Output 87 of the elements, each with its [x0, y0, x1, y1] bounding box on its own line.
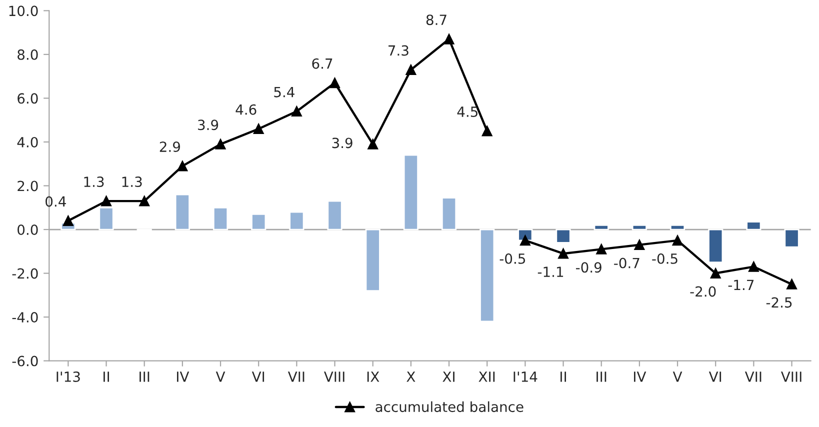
data-label: -1.7 — [728, 280, 754, 290]
data-label: 4.5 — [457, 106, 478, 118]
bar — [784, 228, 800, 248]
x-tick-label: VII — [744, 372, 762, 382]
point — [253, 124, 264, 134]
x-tick-label: V — [216, 372, 226, 382]
data-label: 6.7 — [312, 58, 332, 69]
bar — [632, 224, 647, 230]
bar — [480, 228, 495, 322]
point — [558, 248, 568, 259]
x-tick-label: XI — [442, 372, 454, 382]
data-label: -0.9 — [576, 262, 602, 273]
point — [596, 244, 607, 254]
y-tick-label: 6.0 — [18, 93, 38, 104]
y-tick-label: 8.0 — [18, 49, 38, 60]
y-tick-label: -2.0 — [12, 268, 38, 279]
data-label: 3.9 — [198, 120, 218, 130]
legend-label: accumulated balance — [376, 401, 524, 412]
x-tick-label: XII — [478, 372, 495, 382]
y-tick-label: 10.0 — [9, 6, 38, 16]
x-tick-label: I'13 — [56, 371, 80, 382]
point — [291, 106, 302, 117]
bar — [670, 224, 686, 230]
x-tick-label: VI — [252, 372, 264, 382]
point — [520, 235, 530, 246]
data-label: 5.4 — [274, 86, 294, 98]
point — [330, 78, 340, 88]
x-tick-label: VII — [288, 372, 304, 382]
data-label: -0.7 — [614, 258, 640, 268]
data-label: -0.5 — [500, 253, 526, 264]
x-tick-label: IV — [176, 372, 190, 382]
point — [177, 160, 188, 172]
point — [406, 64, 416, 75]
data-label: -2.0 — [690, 286, 716, 297]
data-label: 8.7 — [426, 14, 446, 26]
bar — [365, 228, 380, 292]
data-label: -0.5 — [652, 253, 678, 264]
y-tick-label: 0.0 — [18, 224, 38, 235]
x-tick-label: II — [104, 372, 109, 382]
bar — [746, 221, 762, 230]
bar — [174, 194, 190, 230]
point — [368, 138, 378, 150]
bar — [556, 228, 571, 244]
bar — [289, 211, 304, 230]
x-tick-label: V — [672, 372, 682, 382]
point — [634, 240, 645, 250]
bar — [251, 214, 266, 230]
y-tick-label: 4.0 — [17, 136, 38, 148]
y-tick-label: -4.0 — [12, 312, 38, 323]
x-tick-label: X — [406, 372, 416, 382]
data-label: 1.3 — [84, 176, 104, 188]
point — [444, 34, 454, 44]
data-label: 0.4 — [46, 196, 66, 207]
data-label: 4.6 — [236, 104, 256, 115]
data-label: 2.9 — [160, 142, 180, 152]
data-label: -1.1 — [538, 266, 564, 277]
x-tick-label: VI — [708, 372, 722, 382]
point — [710, 268, 721, 278]
x-tick-label: IX — [367, 372, 380, 382]
point — [672, 235, 683, 246]
point — [786, 279, 797, 290]
data-label: 1.3 — [122, 176, 142, 188]
bar — [212, 206, 228, 230]
x-tick-label: III — [596, 372, 606, 382]
point — [215, 138, 226, 150]
x-tick-label: VIII — [780, 372, 802, 382]
point — [748, 262, 759, 272]
bar — [594, 224, 609, 230]
x-tick-label: IV — [634, 372, 646, 382]
point — [482, 126, 492, 136]
bar — [708, 228, 724, 264]
data-label: 3.9 — [332, 138, 352, 148]
bar — [403, 154, 418, 230]
y-tick-label: -6.0 — [12, 356, 38, 366]
bar — [327, 200, 342, 230]
y-tick-label: 2.0 — [18, 180, 38, 192]
data-label: 7.3 — [388, 45, 408, 56]
x-tick-label: I'14 — [514, 372, 538, 382]
x-tick-label: II — [560, 372, 566, 382]
x-tick-label: III — [140, 372, 150, 382]
point — [139, 196, 150, 206]
point — [62, 216, 74, 226]
point — [101, 196, 112, 206]
bar — [98, 206, 114, 230]
x-tick-label: VIII — [324, 372, 344, 382]
bar — [441, 197, 457, 230]
data-label: -2.5 — [766, 297, 792, 308]
